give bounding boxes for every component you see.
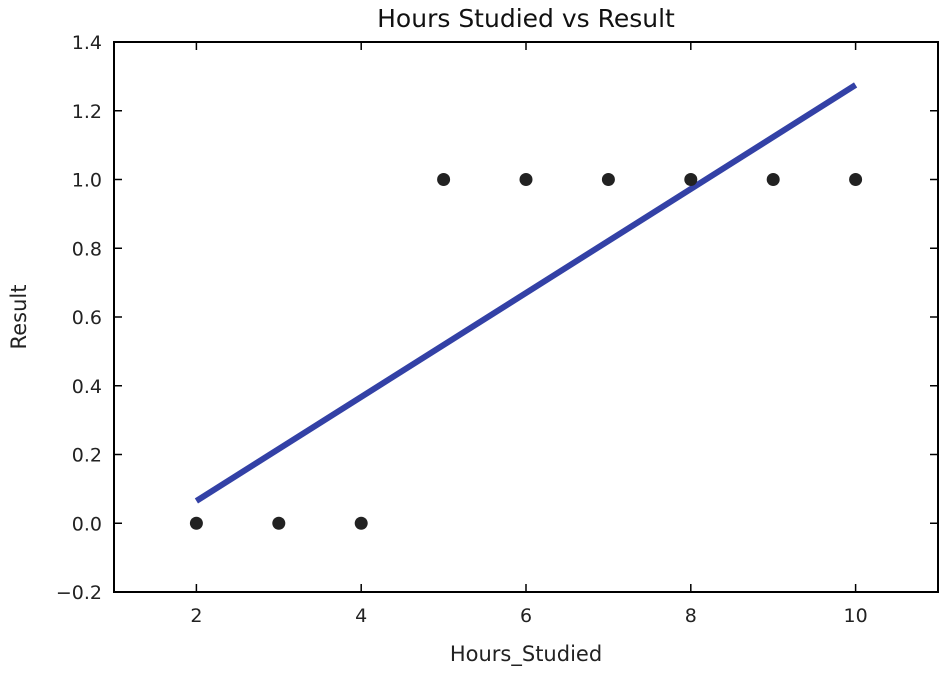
data-point [684, 173, 698, 186]
series-layer [189, 82, 863, 530]
x-tick-label: 4 [355, 605, 367, 627]
x-tick-label: 6 [520, 605, 532, 627]
data-point [519, 173, 533, 186]
data-point [437, 173, 451, 186]
y-tick-label: 0.8 [72, 238, 102, 260]
y-tick-label: 0.6 [72, 307, 102, 329]
data-point [354, 516, 368, 530]
y-axis-label: Result [7, 285, 31, 350]
y-tick-label: 1.0 [72, 170, 102, 192]
x-axis-label: Hours_Studied [450, 642, 602, 667]
data-point [766, 173, 780, 186]
y-tick-label: 0.4 [72, 376, 102, 398]
x-tick-label: 8 [685, 605, 697, 627]
y-tick-label: −0.2 [56, 582, 102, 604]
axis-ticks: 2 4 6 8 10 −0.2 0.0 0.2 0.4 0.6 0.8 1.0 1.2 1.4 [56, 32, 938, 627]
data-point [849, 173, 863, 186]
data-point [601, 173, 615, 186]
chart-title: Hours Studied vs Result [377, 4, 675, 33]
x-tick-label: 10 [844, 605, 868, 627]
y-tick-label: 0.0 [72, 513, 102, 535]
data-point [272, 516, 286, 530]
plot-area: 2 4 6 8 10 −0.2 0.0 0.2 0.4 0.6 0.8 1.0 1.2 1.4 [56, 32, 939, 627]
regression-line [194, 82, 858, 504]
x-tick-label: 2 [190, 605, 202, 627]
plot-frame [113, 41, 939, 593]
y-tick-label: 1.4 [72, 32, 102, 54]
y-tick-label: 1.2 [72, 101, 102, 123]
data-point [189, 516, 203, 530]
y-tick-label: 0.2 [72, 445, 102, 467]
